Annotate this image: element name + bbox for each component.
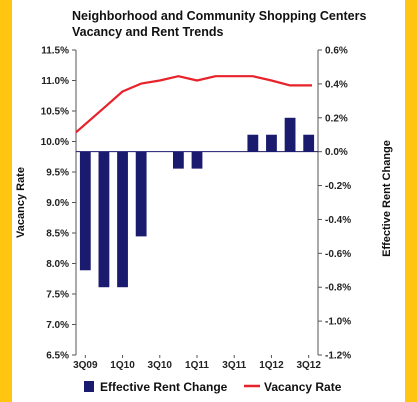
right-tick-label: -0.4%: [325, 215, 351, 226]
rent-change-bar: [247, 134, 259, 152]
right-tick-label: -0.2%: [325, 181, 351, 192]
right-tick-label: 0.0%: [325, 147, 348, 158]
chart-card: Neighborhood and Community Shopping Cent…: [12, 0, 405, 402]
x-tick-label: 3Q11: [222, 360, 246, 371]
x-tick-label: 3Q12: [296, 360, 321, 371]
legend-label-rent-change: Effective Rent Change: [100, 380, 228, 394]
left-tick-label: 11.5%: [41, 46, 69, 57]
right-tick-label: -1.2%: [325, 351, 351, 362]
vacancy-rate-line: [75, 75, 312, 134]
chart-title: Neighborhood and Community Shopping Cent…: [72, 9, 366, 23]
rent-change-bar: [284, 117, 296, 152]
right-tick-label: 0.2%: [325, 113, 348, 124]
x-tick-label: 1Q10: [110, 360, 135, 371]
left-tick-label: 10.5%: [41, 107, 69, 118]
x-tick-label: 3Q10: [148, 360, 173, 371]
right-tick-label: -0.6%: [325, 249, 351, 260]
left-tick-label: 7.0%: [46, 320, 69, 331]
rent-change-bar: [172, 151, 184, 169]
chart-subtitle: Vacancy and Rent Trends: [72, 25, 223, 39]
left-tick-label: 9.5%: [46, 168, 69, 179]
left-tick-label: 9.0%: [46, 198, 69, 209]
x-tick-label: 3Q09: [73, 360, 98, 371]
right-tick-label: 0.6%: [325, 46, 348, 57]
x-tick-label: 1Q11: [185, 360, 209, 371]
left-tick-label: 8.5%: [46, 229, 69, 240]
left-tick-label: 6.5%: [46, 351, 69, 362]
left-tick-label: 11.0%: [41, 76, 69, 87]
rent-change-bar: [135, 151, 147, 237]
rent-change-bar: [266, 134, 277, 152]
rent-change-bar: [303, 134, 315, 152]
rent-change-bar: [79, 151, 91, 271]
right-axis-title: Effective Rent Change: [381, 140, 393, 257]
x-tick-label: 1Q12: [259, 360, 284, 371]
rent-change-bar: [98, 151, 110, 288]
left-tick-label: 10.0%: [41, 137, 69, 148]
right-tick-label: -1.0%: [325, 317, 351, 328]
right-tick-label: 0.4%: [325, 79, 348, 90]
rent-change-bar: [191, 151, 203, 169]
left-tick-label: 8.0%: [46, 259, 69, 270]
legend-swatch-rent-change: [84, 381, 94, 392]
chart: Neighborhood and Community Shopping Cent…: [15, 9, 393, 394]
left-axis-title: Vacancy Rate: [15, 167, 27, 238]
legend-label-vacancy-rate: Vacancy Rate: [264, 380, 342, 394]
right-tick-label: -0.8%: [325, 283, 351, 294]
rent-change-bar: [117, 151, 128, 288]
left-tick-label: 7.5%: [46, 290, 69, 301]
